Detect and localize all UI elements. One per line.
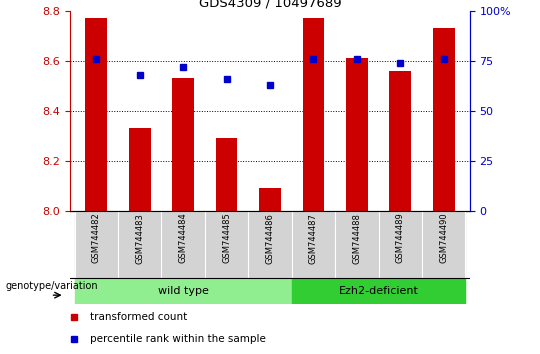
- Text: GSM744483: GSM744483: [135, 213, 144, 263]
- Bar: [85, 18, 107, 211]
- Bar: [75, 278, 292, 304]
- Text: wild type: wild type: [158, 286, 208, 296]
- Text: transformed count: transformed count: [90, 312, 187, 322]
- Bar: [248, 211, 292, 278]
- Text: GSM744488: GSM744488: [353, 213, 361, 263]
- Text: GSM744486: GSM744486: [266, 213, 274, 263]
- Bar: [259, 188, 281, 211]
- Bar: [215, 138, 238, 211]
- Bar: [292, 211, 335, 278]
- Bar: [389, 71, 411, 211]
- Text: GSM744484: GSM744484: [179, 213, 187, 263]
- Text: percentile rank within the sample: percentile rank within the sample: [90, 334, 266, 344]
- Text: GSM744482: GSM744482: [92, 213, 101, 263]
- Bar: [161, 211, 205, 278]
- Text: GSM744489: GSM744489: [396, 213, 405, 263]
- Bar: [118, 211, 161, 278]
- Bar: [335, 211, 379, 278]
- Bar: [422, 211, 465, 278]
- Bar: [346, 58, 368, 211]
- Bar: [292, 278, 465, 304]
- Bar: [205, 211, 248, 278]
- Bar: [433, 28, 455, 211]
- Text: GSM744487: GSM744487: [309, 213, 318, 263]
- Text: GSM744490: GSM744490: [439, 213, 448, 263]
- Bar: [302, 18, 325, 211]
- Text: genotype/variation: genotype/variation: [5, 281, 98, 291]
- Text: Ezh2-deficient: Ezh2-deficient: [339, 286, 418, 296]
- Bar: [129, 128, 151, 211]
- Bar: [172, 78, 194, 211]
- Title: GDS4309 / 10497689: GDS4309 / 10497689: [199, 0, 341, 10]
- Text: GSM744485: GSM744485: [222, 213, 231, 263]
- Bar: [75, 211, 118, 278]
- Bar: [379, 211, 422, 278]
